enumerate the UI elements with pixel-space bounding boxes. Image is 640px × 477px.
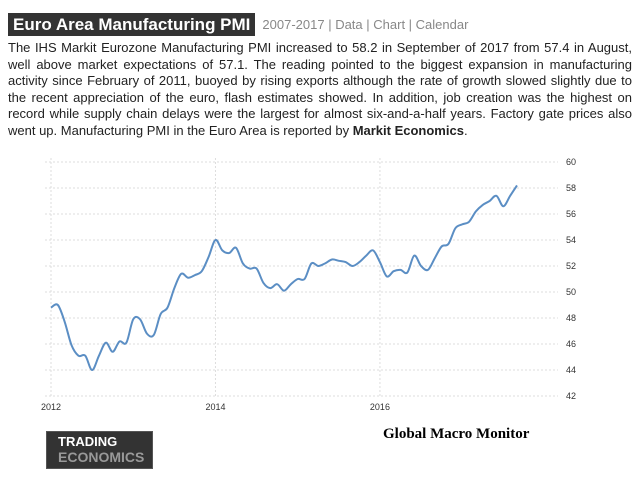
trading-economics-logo[interactable]: TRADING ECONOMICS [46, 431, 153, 469]
source-link[interactable]: Markit Economics [352, 122, 464, 138]
y-tick-label: 42 [566, 391, 576, 401]
description-end: . [463, 122, 468, 138]
y-tick-label: 56 [566, 209, 576, 219]
logo-line1: TRADING [58, 434, 118, 449]
y-tick-label: 52 [566, 261, 576, 271]
description-text: The IHS Markit Eurozone Manufacturing PM… [8, 40, 632, 138]
description: The IHS Markit Eurozone Manufacturing PM… [8, 40, 632, 140]
link-range[interactable]: 2007-2017 [262, 17, 325, 32]
header-links: 2007-2017 | Data | Chart | Calendar [262, 17, 469, 32]
header: Euro Area Manufacturing PMI 2007-2017 | … [8, 13, 468, 36]
y-tick-label: 54 [566, 235, 576, 245]
x-tick-label: 2014 [205, 402, 225, 412]
link-chart[interactable]: Chart [373, 17, 406, 32]
link-data[interactable]: Data [335, 17, 363, 32]
x-tick-label: 2012 [41, 402, 61, 412]
pmi-series-line [50, 184, 518, 372]
link-calendar[interactable]: Calendar [415, 17, 469, 32]
credit-text: Global Macro Monitor [383, 426, 530, 442]
y-tick-label: 44 [566, 365, 576, 375]
pmi-chart: 42 44 46 48 50 52 54 56 58 60 2012 2014 2016 [41, 157, 576, 412]
y-tick-label: 48 [566, 313, 576, 323]
logo-line2: ECONOMICS [58, 449, 145, 465]
x-tick-label: 2016 [370, 402, 390, 412]
page-title: Euro Area Manufacturing PMI [8, 13, 256, 36]
y-tick-label: 58 [566, 183, 576, 193]
y-tick-label: 50 [566, 287, 576, 297]
y-tick-label: 46 [566, 339, 576, 349]
y-tick-label: 60 [566, 157, 576, 167]
